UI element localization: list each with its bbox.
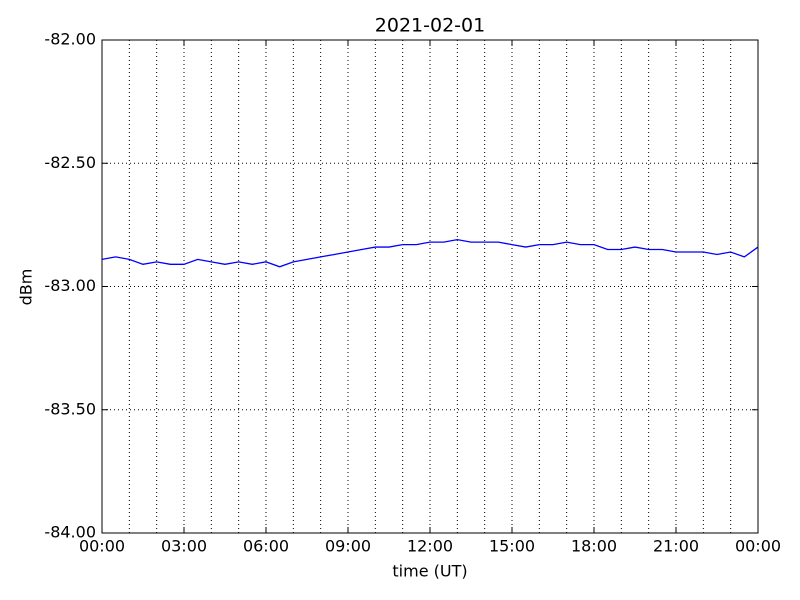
plot-frame xyxy=(101,39,759,534)
x-tick-label: 15:00 xyxy=(489,537,535,556)
y-tick-label: -82.00 xyxy=(44,30,96,49)
y-tick-label: -84.00 xyxy=(44,523,96,542)
data-line xyxy=(101,239,759,268)
x-tick-label: 00:00 xyxy=(735,537,781,556)
x-tick-label: 18:00 xyxy=(571,537,617,556)
y-tick-label: -82.50 xyxy=(44,153,96,172)
y-tick-label: -83.50 xyxy=(44,399,96,418)
x-tick-label: 03:00 xyxy=(161,537,207,556)
x-tick-label: 00:00 xyxy=(79,537,125,556)
chart-title: 2021-02-01 xyxy=(375,15,485,37)
x-tick-label: 06:00 xyxy=(243,537,289,556)
x-tick-label: 09:00 xyxy=(325,537,371,556)
y-tick-label: -83.00 xyxy=(44,276,96,295)
x-axis-label: time (UT) xyxy=(392,562,467,581)
x-tick-label: 12:00 xyxy=(407,537,453,556)
x-tick-label: 21:00 xyxy=(653,537,699,556)
y-axis-label: dBm xyxy=(17,269,36,306)
